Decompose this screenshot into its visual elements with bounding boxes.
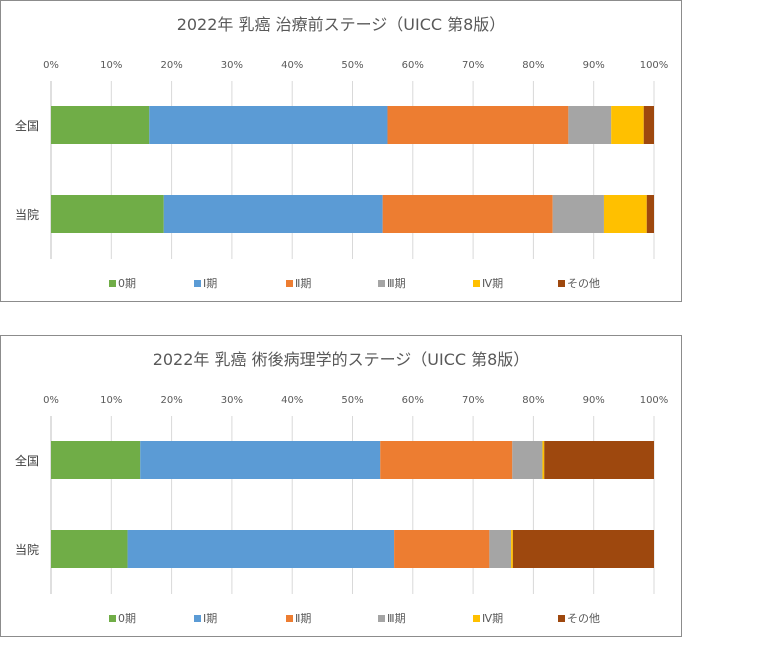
- bar-segment: [643, 106, 654, 144]
- x-tick-label: 40%: [281, 395, 303, 406]
- x-tick-label: 30%: [221, 60, 243, 71]
- legend-label: Ⅱ期: [295, 612, 311, 625]
- legend-label: その他: [567, 277, 600, 290]
- bar-segment: [382, 195, 553, 233]
- x-tick-label: 40%: [281, 60, 303, 71]
- bar-segment: [380, 441, 513, 479]
- bar-segment: [511, 530, 513, 568]
- x-tick-label: 70%: [462, 395, 484, 406]
- legend-swatch: [109, 280, 116, 287]
- legend-swatch: [378, 615, 385, 622]
- legend-label: Ⅰ期: [203, 612, 217, 625]
- x-tick-label: 80%: [522, 60, 544, 71]
- chart-title: 2022年 乳癌 治療前ステージ（UICC 第8版）: [176, 15, 506, 34]
- legend-label: Ⅱ期: [295, 277, 311, 290]
- x-tick-label: 50%: [341, 60, 363, 71]
- bar-segment: [394, 530, 490, 568]
- bar-segment: [512, 530, 654, 568]
- legend-label: 0期: [118, 277, 136, 290]
- x-tick-label: 60%: [402, 395, 424, 406]
- x-tick-label: 0%: [43, 60, 59, 71]
- x-tick-label: 90%: [583, 60, 605, 71]
- category-label: 全国: [15, 118, 39, 133]
- bar-segment: [51, 530, 128, 568]
- x-tick-label: 0%: [43, 395, 59, 406]
- legend-swatch: [194, 280, 201, 287]
- legend-swatch: [194, 615, 201, 622]
- bar-segment: [140, 441, 381, 479]
- legend-swatch: [286, 615, 293, 622]
- bar-segment: [127, 530, 395, 568]
- legend-label: Ⅰ期: [203, 277, 217, 290]
- category-label: 当院: [15, 208, 39, 222]
- bar-segment: [544, 441, 654, 479]
- x-tick-label: 50%: [341, 395, 363, 406]
- legend-swatch: [558, 280, 565, 287]
- bar-segment: [603, 195, 647, 233]
- chart-title: 2022年 乳癌 術後病理学的ステージ（UICC 第8版）: [152, 350, 530, 369]
- legend-swatch: [558, 615, 565, 622]
- bar-segment: [149, 106, 388, 144]
- bar-segment: [51, 106, 150, 144]
- legend-label: その他: [567, 612, 600, 625]
- x-tick-label: 20%: [160, 60, 182, 71]
- bar-segment: [163, 195, 383, 233]
- bar-segment: [568, 106, 612, 144]
- x-tick-label: 100%: [640, 60, 669, 71]
- legend-swatch: [378, 280, 385, 287]
- bar-segment: [51, 441, 141, 479]
- bar-segment: [489, 530, 512, 568]
- legend-swatch: [473, 280, 480, 287]
- x-tick-label: 30%: [221, 395, 243, 406]
- bar-segment: [646, 195, 654, 233]
- bar-segment: [512, 441, 543, 479]
- x-tick-label: 60%: [402, 60, 424, 71]
- legend-swatch: [109, 615, 116, 622]
- x-tick-label: 10%: [100, 395, 122, 406]
- category-label: 全国: [15, 453, 39, 468]
- chart-postoperative-stage: 2022年 乳癌 術後病理学的ステージ（UICC 第8版） 0% 10% 20% 30…: [0, 335, 682, 637]
- bar-segment: [542, 441, 545, 479]
- legend-swatch: [286, 280, 293, 287]
- x-tick-label: 10%: [100, 60, 122, 71]
- category-label: 当院: [15, 543, 39, 557]
- legend-label: 0期: [118, 612, 136, 625]
- legend-swatch: [473, 615, 480, 622]
- x-tick-label: 20%: [160, 395, 182, 406]
- bar-segment: [611, 106, 644, 144]
- legend-label: Ⅳ期: [482, 612, 503, 625]
- bar-segment: [387, 106, 569, 144]
- bar-segment: [552, 195, 604, 233]
- legend-label: Ⅲ期: [387, 612, 406, 625]
- x-tick-label: 100%: [640, 395, 669, 406]
- x-tick-label: 80%: [522, 395, 544, 406]
- legend-label: Ⅳ期: [482, 277, 503, 290]
- x-tick-label: 90%: [583, 395, 605, 406]
- bar-segment: [51, 195, 164, 233]
- legend-label: Ⅲ期: [387, 277, 406, 290]
- x-tick-label: 70%: [462, 60, 484, 71]
- chart-pretreatment-stage: 2022年 乳癌 治療前ステージ（UICC 第8版） 0% 10% 20% 30% 40…: [0, 0, 682, 302]
